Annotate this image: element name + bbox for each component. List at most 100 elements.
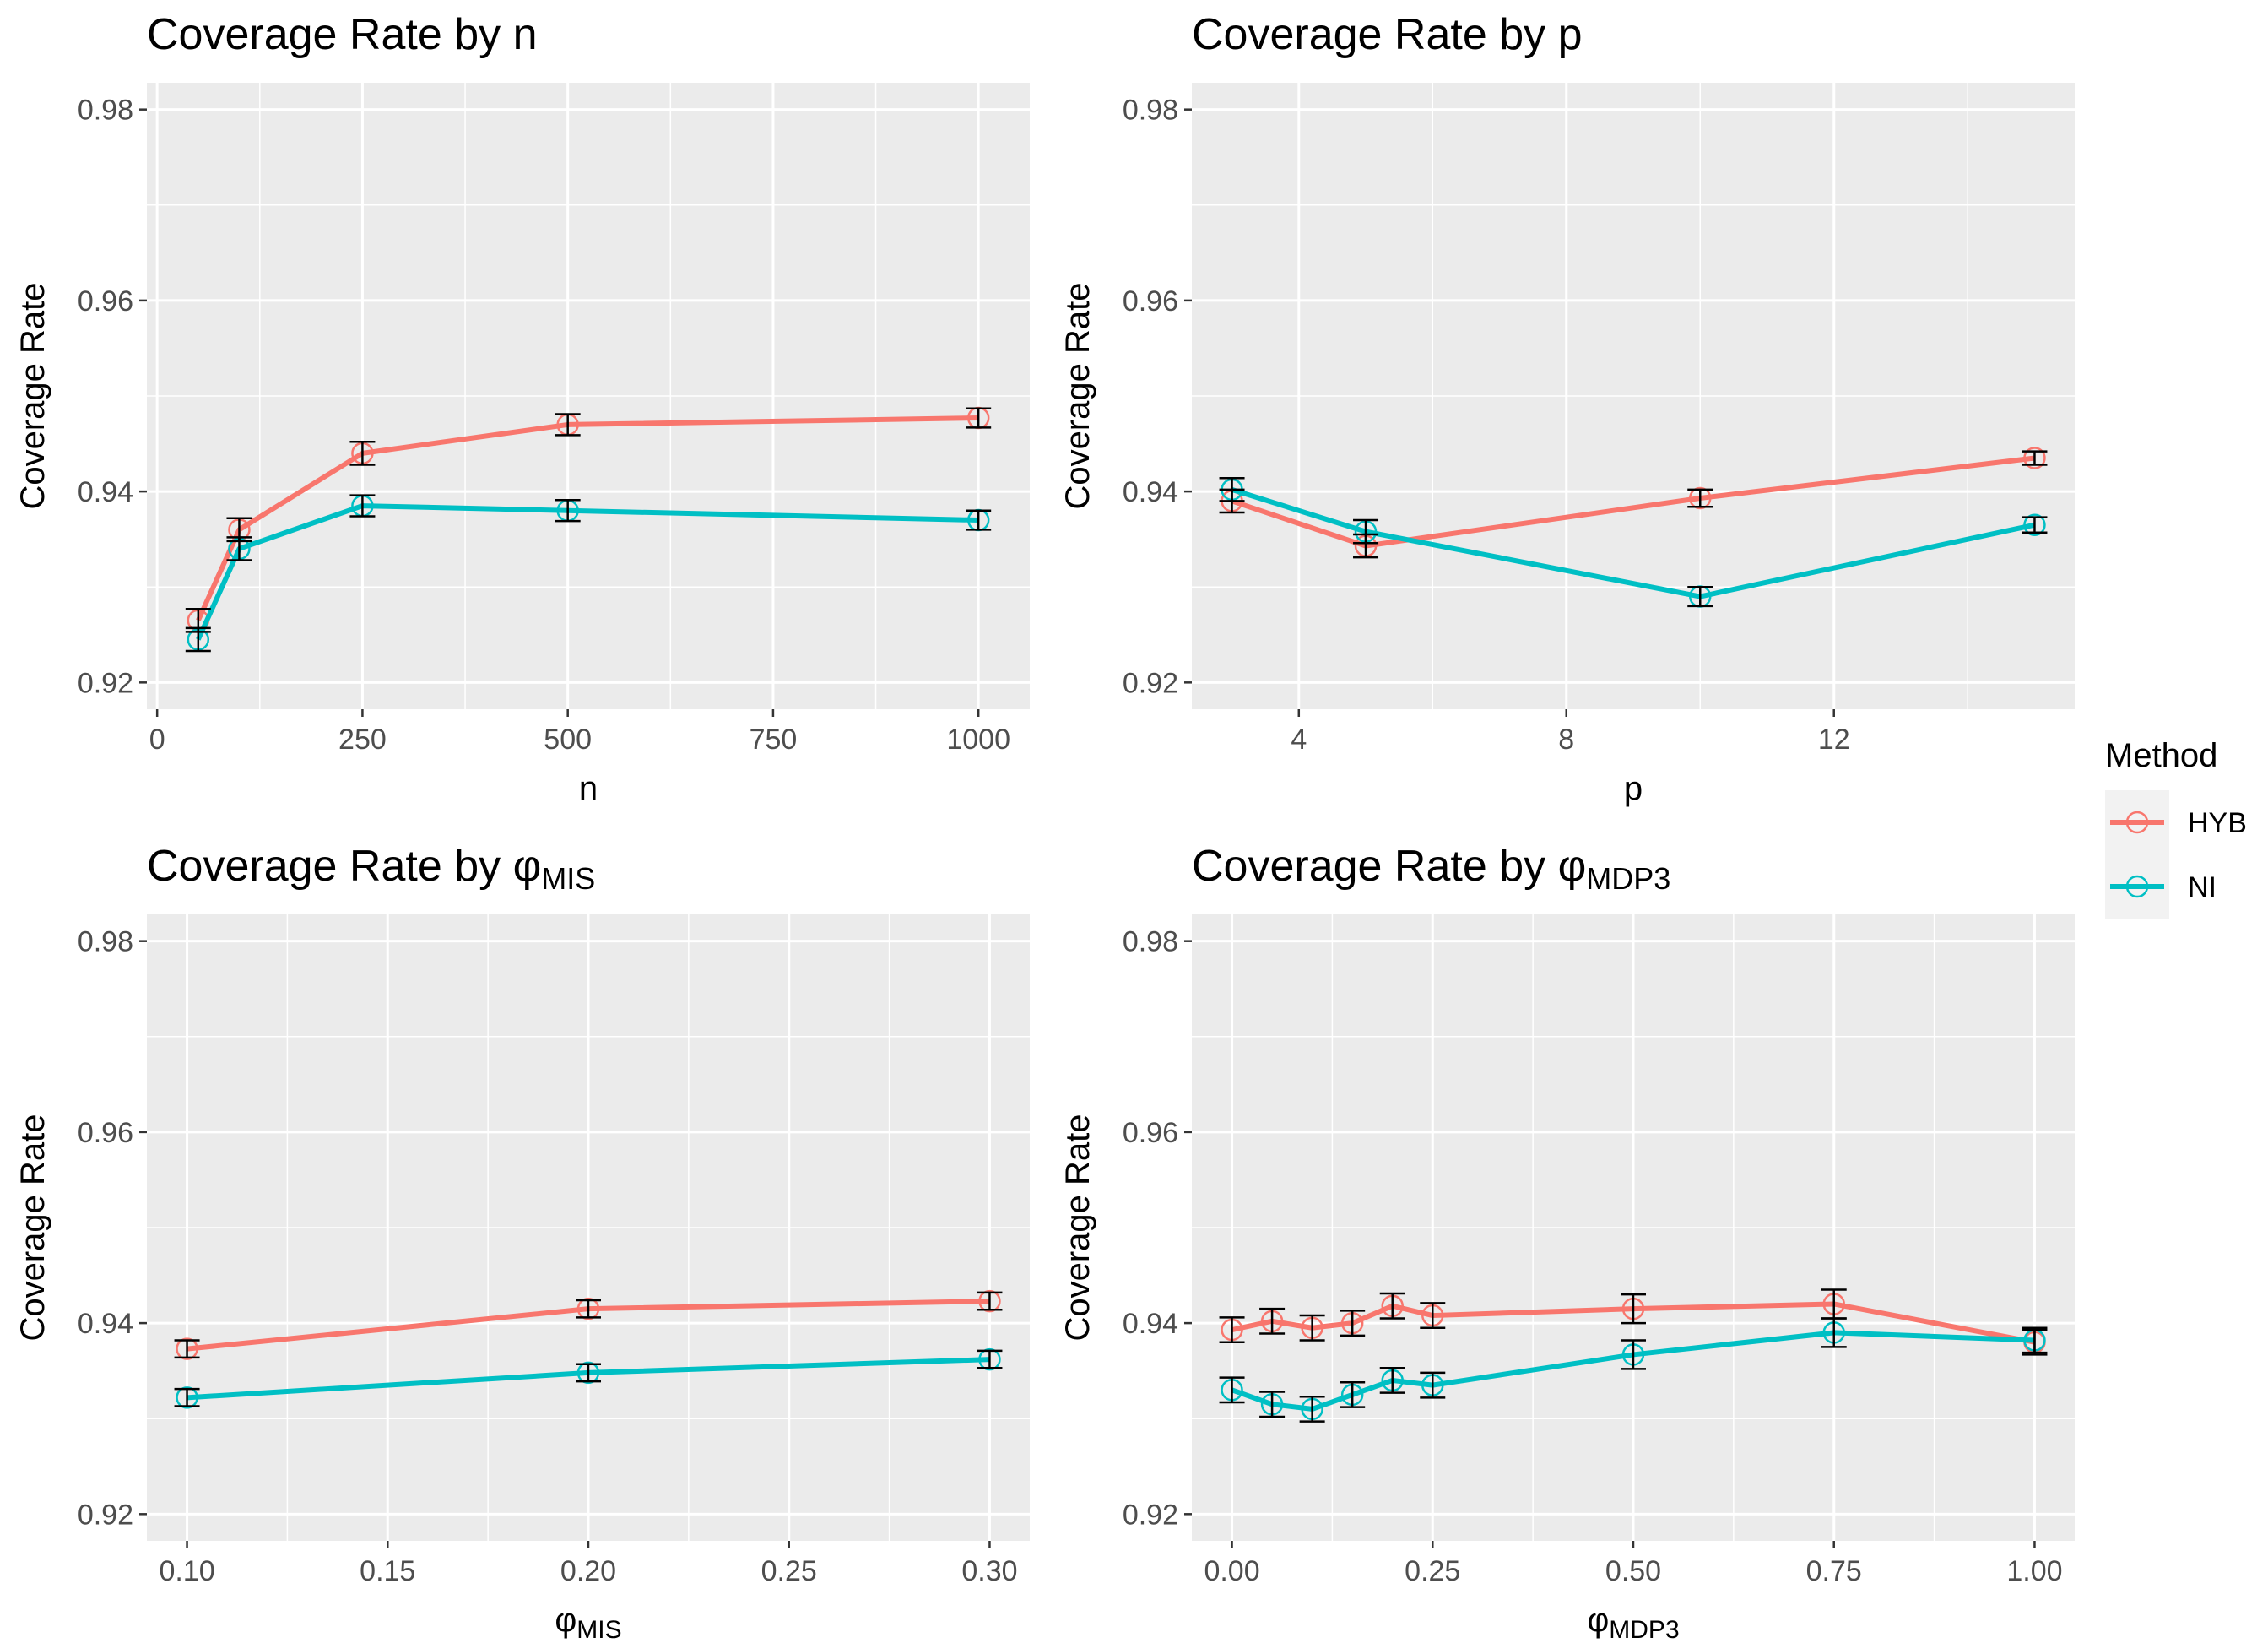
errorbar-ni	[1299, 1395, 1325, 1423]
x-axis-title-variable: φ	[1587, 1602, 1609, 1639]
legend-marker-hyb	[2125, 811, 2149, 834]
y-tick-label: 0.92	[1123, 1499, 1178, 1531]
y-tick-label: 0.96	[78, 1117, 133, 1149]
legend-item-ni: NI	[2105, 854, 2217, 919]
point-ni	[978, 1347, 1001, 1371]
y-tick-label: 0.98	[78, 926, 133, 958]
y-tick-label: 0.98	[78, 95, 133, 127]
axes: 0.10 0.15 0.20 0.25 0.30 0.92 0.94 0.96 0.98	[78, 926, 1018, 1587]
data-layer	[1219, 1288, 2048, 1423]
x-tick-label: 0.15	[360, 1555, 415, 1587]
point-hyb	[978, 1289, 1001, 1313]
x-axis-title: φMIS	[555, 1602, 621, 1643]
errorbar-ni	[1340, 1380, 1366, 1408]
data-layer	[185, 406, 992, 653]
x-tick-label: 0.25	[761, 1555, 817, 1587]
gridlines	[1192, 83, 2075, 709]
x-tick-label: 0.75	[1806, 1555, 1862, 1587]
chart-panels: 0 250 500 750 1000 0.92 0.94 0.96 0.98 Coverage R…	[14, 10, 2075, 1643]
errorbar-hyb	[576, 1299, 601, 1319]
y-tick-label: 0.96	[78, 285, 133, 317]
series-line-ni	[1231, 486, 2036, 599]
errorbar-ni	[1353, 518, 1379, 545]
x-tick-label: 500	[544, 724, 592, 756]
x-tick-label: 0.10	[159, 1555, 214, 1587]
y-tick-label: 0.96	[1123, 1117, 1178, 1149]
errorbar-hyb	[1259, 1307, 1286, 1335]
errorbar-ni	[349, 494, 376, 518]
axes: 4 8 12 0.92 0.94 0.96 0.98	[1123, 95, 1850, 756]
chart-title-prefix: Coverage Rate by	[147, 10, 513, 59]
y-tick-label: 0.94	[1123, 1308, 1178, 1340]
chart-title-prefix: Coverage Rate by	[1192, 10, 1558, 59]
x-axis-title-subscript: MDP3	[1609, 1616, 1679, 1643]
errorbar-ni	[226, 536, 252, 561]
chart-title-variable: n	[513, 10, 538, 59]
data-layer	[1219, 447, 2048, 608]
series-line-hyb	[1231, 455, 2035, 549]
chart-title: Coverage Rate by n	[147, 10, 538, 59]
chart-title-variable: p	[1558, 10, 1583, 59]
legend-label-hyb: HYB	[2188, 807, 2247, 839]
x-tick-label: 0.25	[1405, 1555, 1460, 1587]
x-axis-title-subscript: MIS	[576, 1616, 621, 1643]
errorbar-hyb	[966, 407, 992, 429]
y-tick-label: 0.92	[78, 1499, 133, 1531]
errorbar-ni	[555, 499, 581, 523]
errorbar-ni	[1219, 477, 1245, 502]
axes: 0 250 500 750 1000 0.92 0.94 0.96 0.98	[78, 95, 1010, 756]
chart-title: Coverage Rate by φMDP3	[1192, 842, 1670, 896]
x-tick-label: 4	[1291, 724, 1307, 756]
y-tick-label: 0.94	[1123, 476, 1178, 508]
axes: 0.00 0.25 0.50 0.75 1.00 0.92 0.94 0.96 0.98	[1123, 926, 2063, 1587]
errorbar-ni	[185, 626, 211, 653]
gridlines	[147, 83, 1030, 709]
x-tick-label: 0.50	[1605, 1555, 1661, 1587]
y-tick-label: 0.94	[78, 1308, 133, 1340]
errorbar-ni	[2022, 1326, 2048, 1354]
errorbar-hyb	[555, 413, 581, 437]
y-axis-title: Coverage Rate	[14, 1114, 51, 1341]
x-tick-label: 0.30	[961, 1555, 1017, 1587]
y-axis-title: Coverage Rate	[1059, 282, 1096, 509]
point-ni	[176, 1386, 198, 1409]
errorbar-ni	[1621, 1339, 1646, 1370]
chart-panel-4: 0.00 0.25 0.50 0.75 1.00 0.92 0.94 0.96 0.98 Cove…	[1059, 842, 2075, 1643]
chart-title-variable: φ	[1558, 842, 1587, 891]
errorbar-ni	[2022, 516, 2048, 534]
chart-title-prefix: Coverage Rate by	[147, 842, 513, 891]
legend: Method HYB NI	[2105, 737, 2247, 919]
x-axis-title: φMDP3	[1587, 1602, 1679, 1643]
errorbar-hyb	[1299, 1314, 1325, 1342]
errorbar-hyb	[1340, 1310, 1366, 1337]
x-tick-label: 1.00	[2006, 1555, 2062, 1587]
chart-title: Coverage Rate by p	[1192, 10, 1583, 59]
y-tick-label: 0.96	[1123, 285, 1178, 317]
x-tick-label: 12	[1818, 724, 1850, 756]
errorbar-hyb	[2022, 450, 2048, 466]
chart-title-prefix: Coverage Rate by	[1192, 842, 1558, 891]
y-tick-label: 0.98	[1123, 926, 1178, 958]
y-tick-label: 0.94	[78, 476, 133, 508]
legend-item-hyb: HYB	[2105, 790, 2247, 854]
chart-title: Coverage Rate by φMIS	[147, 842, 595, 896]
errorbar-ni	[174, 1387, 200, 1407]
y-tick-label: 0.92	[78, 667, 133, 699]
y-tick-label: 0.92	[1123, 667, 1178, 699]
chart-title-subscript: MDP3	[1586, 861, 1670, 896]
chart-panel-1: 0 250 500 750 1000 0.92 0.94 0.96 0.98 Coverage R…	[14, 10, 1030, 807]
data-layer	[174, 1289, 1003, 1409]
x-tick-label: 0.20	[560, 1555, 616, 1587]
x-axis-title-variable: n	[579, 770, 598, 807]
x-axis-title-variable: φ	[555, 1602, 576, 1639]
point-ni	[576, 1361, 600, 1385]
errorbar-hyb	[1420, 1302, 1446, 1330]
errorbar-hyb	[349, 441, 376, 466]
y-tick-label: 0.98	[1123, 95, 1178, 127]
errorbar-hyb	[1379, 1292, 1405, 1320]
point-hyb	[576, 1297, 600, 1320]
errorbar-ni	[576, 1363, 601, 1383]
x-tick-label: 250	[338, 724, 387, 756]
x-axis-title-variable: p	[1624, 770, 1643, 807]
